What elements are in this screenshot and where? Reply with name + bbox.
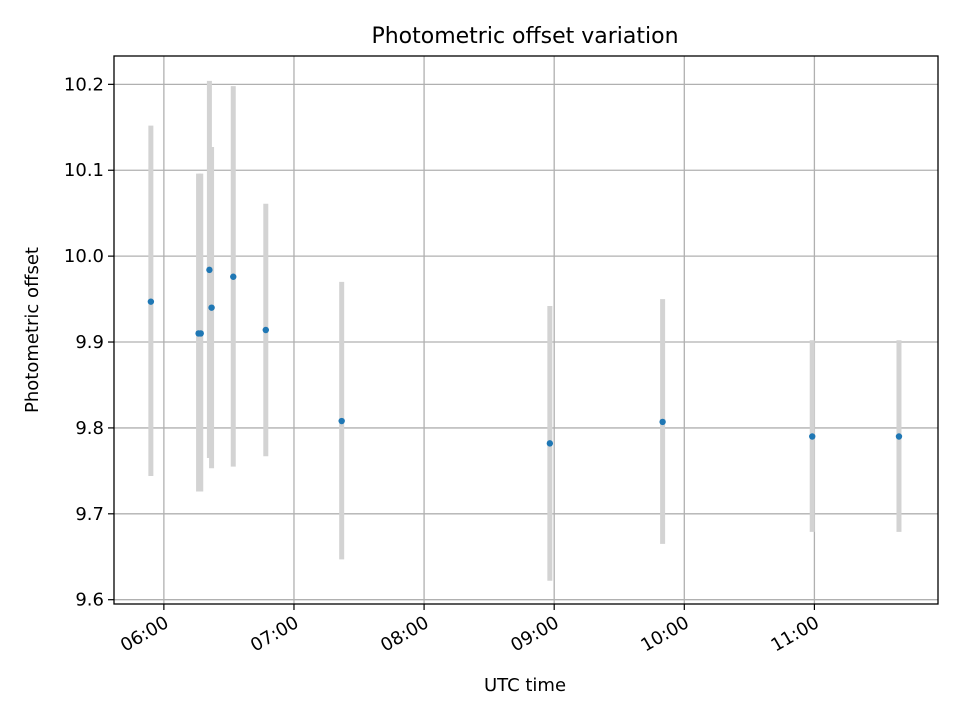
y-axis-ticks: 9.6 9.7 9.8 9.9 10.0 10.1 10.2 [64, 74, 114, 611]
data-point [809, 433, 816, 440]
plot-frame [113, 55, 939, 605]
data-point [147, 298, 155, 305]
chart-title: Photometric offset variation [371, 24, 678, 49]
y-tick-label: 9.9 [75, 332, 104, 353]
y-tick-label: 10.1 [64, 160, 104, 181]
data-point [546, 440, 554, 447]
y-tick-label: 9.8 [75, 418, 104, 439]
y-tick-label: 10.2 [64, 74, 104, 95]
data-point [206, 266, 213, 274]
data-points [147, 266, 903, 447]
data-point [338, 417, 345, 425]
data-point [659, 418, 666, 426]
data-point [895, 433, 903, 440]
x-axis-title: UTC time [484, 675, 566, 696]
data-point [262, 326, 269, 334]
y-tick-label: 9.7 [75, 504, 104, 525]
data-point [230, 273, 237, 280]
data-point [197, 330, 204, 337]
y-tick-label: 9.6 [75, 590, 104, 611]
data-point [208, 304, 215, 311]
y-tick-label: 10.0 [64, 246, 104, 267]
y-axis-title: Photometric offset [22, 247, 43, 413]
grid-lines [114, 56, 938, 604]
